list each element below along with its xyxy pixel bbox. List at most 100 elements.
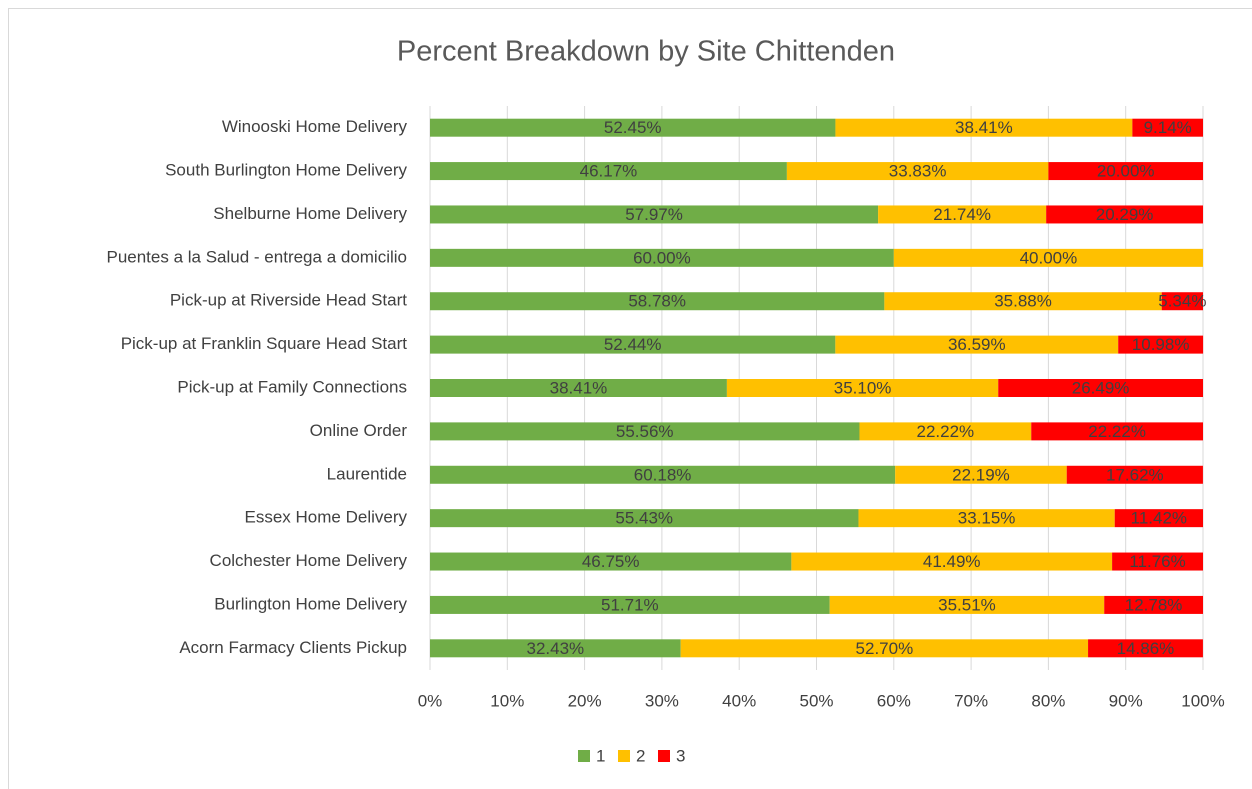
data-label: 35.88%: [994, 292, 1052, 311]
bar-segment: [430, 595, 830, 614]
bar-segment: [1114, 509, 1203, 528]
bar-segment: [835, 118, 1133, 137]
data-label: 22.22%: [917, 422, 975, 441]
y-tick-label: Pick-up at Family Connections: [177, 377, 407, 396]
data-label: 41.49%: [923, 552, 981, 571]
data-label: 38.41%: [550, 378, 608, 397]
data-label: 33.83%: [889, 162, 947, 181]
bar-segment: [895, 465, 1067, 484]
bar-segment: [430, 248, 894, 267]
bar-segment: [1132, 118, 1203, 137]
x-tick-label: 0%: [418, 691, 443, 710]
legend-label: 2: [636, 746, 645, 765]
legend-swatch: [578, 750, 590, 762]
bar-segment: [430, 465, 896, 484]
bar-segment: [884, 292, 1162, 311]
data-label: 26.49%: [1072, 378, 1130, 397]
y-tick-label: Burlington Home Delivery: [214, 594, 407, 613]
data-label: 14.86%: [1117, 639, 1175, 658]
y-tick-label: Winooski Home Delivery: [222, 117, 408, 136]
x-tick-label: 100%: [1181, 691, 1224, 710]
data-label: 60.00%: [633, 248, 691, 267]
data-label: 10.98%: [1132, 335, 1190, 354]
bar-segment: [430, 118, 836, 137]
data-label: 36.59%: [948, 335, 1006, 354]
bar-segment: [893, 248, 1203, 267]
data-label: 12.78%: [1125, 595, 1183, 614]
data-label: 11.42%: [1131, 509, 1187, 528]
bar-segment: [835, 335, 1119, 354]
bar-segment: [1104, 595, 1203, 614]
bar-segment: [791, 552, 1113, 571]
data-label: 35.51%: [938, 595, 996, 614]
data-label: 57.97%: [625, 205, 683, 224]
bar-segment: [1046, 205, 1203, 224]
data-label: 22.19%: [952, 465, 1010, 484]
y-tick-label: Online Order: [310, 421, 408, 440]
data-label: 32.43%: [527, 639, 585, 658]
bar-segment: [430, 162, 787, 181]
data-label: 55.43%: [615, 509, 673, 528]
data-label: 40.00%: [1020, 248, 1078, 267]
bar-segment: [998, 379, 1203, 397]
bar-segment: [786, 162, 1049, 181]
x-tick-label: 30%: [645, 691, 679, 710]
bar-segment: [430, 552, 792, 571]
data-label: 11.76%: [1129, 552, 1185, 571]
bar-segment: [680, 639, 1089, 658]
data-label: 20.00%: [1097, 162, 1155, 181]
data-label: 52.70%: [856, 639, 914, 658]
data-label: 38.41%: [955, 118, 1013, 137]
data-label: 60.18%: [634, 465, 692, 484]
data-label: 51.71%: [601, 595, 659, 614]
x-tick-label: 40%: [722, 691, 756, 710]
bar-segment: [1088, 639, 1203, 658]
x-tick-label: 60%: [877, 691, 911, 710]
legend-label: 3: [676, 746, 685, 765]
bar-segment: [726, 379, 999, 397]
data-label: 9.14%: [1144, 118, 1192, 137]
bar-segment: [430, 639, 681, 658]
data-label: 58.78%: [628, 292, 686, 311]
y-tick-label: Pick-up at Franklin Square Head Start: [121, 334, 408, 353]
bar-segment: [1066, 465, 1203, 484]
bar-segment: [858, 509, 1115, 528]
data-label: 46.75%: [582, 552, 640, 571]
bar-segment: [1118, 335, 1204, 354]
y-tick-label: Puentes a la Salud - entrega a domicilio: [106, 247, 407, 266]
bar-segment: [430, 335, 836, 354]
data-label: 33.15%: [958, 509, 1016, 528]
bar-segment: [430, 292, 885, 311]
x-tick-label: 80%: [1031, 691, 1065, 710]
x-tick-label: 90%: [1109, 691, 1143, 710]
data-label: 5.34%: [1158, 292, 1206, 311]
y-tick-label: Laurentide: [327, 464, 407, 483]
y-tick-label: Acorn Farmacy Clients Pickup: [179, 638, 407, 657]
bar-segment: [430, 422, 860, 441]
legend-label: 1: [596, 746, 605, 765]
data-label: 17.62%: [1106, 465, 1164, 484]
data-label: 20.29%: [1096, 205, 1154, 224]
bar-segment: [430, 205, 879, 224]
bar-segment: [878, 205, 1047, 224]
data-label: 35.10%: [834, 378, 892, 397]
chart-frame: [8, 8, 1252, 789]
y-tick-label: Shelburne Home Delivery: [213, 204, 407, 223]
chart-title: Percent Breakdown by Site Chittenden: [397, 36, 895, 68]
bar-segment: [829, 595, 1105, 614]
y-tick-label: South Burlington Home Delivery: [165, 161, 407, 180]
bar-segment: [1031, 422, 1203, 441]
legend-swatch: [618, 750, 630, 762]
bar-segment: [1161, 292, 1203, 311]
data-label: 52.44%: [604, 335, 662, 354]
x-tick-label: 20%: [568, 691, 602, 710]
bar-segment: [859, 422, 1032, 441]
bar-segment: [430, 509, 859, 528]
legend-swatch: [658, 750, 670, 762]
bar-segment: [1112, 552, 1203, 571]
y-tick-label: Colchester Home Delivery: [210, 551, 408, 570]
x-tick-label: 10%: [490, 691, 524, 710]
y-tick-label: Essex Home Delivery: [245, 508, 408, 527]
y-tick-label: Pick-up at Riverside Head Start: [170, 291, 407, 310]
